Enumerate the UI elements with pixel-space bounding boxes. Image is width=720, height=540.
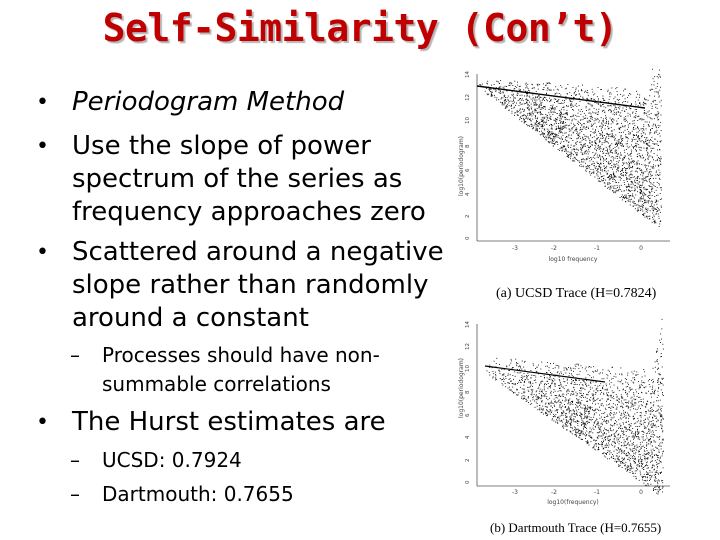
figure-ucsd-caption: (a) UCSD Trace (H=0.7824) — [496, 286, 657, 301]
regression-line — [484, 365, 606, 383]
figure-dartmouth-periodogram: log10(periodogram) log10(frequency) -3 -… — [458, 318, 670, 506]
bullet-marker: • — [36, 410, 49, 435]
y-tick-labels: 14 12 10 8 6 4 2 0 — [465, 321, 471, 484]
sub-marker: – — [70, 448, 80, 472]
x-tick-label: -1 — [594, 245, 600, 252]
bullet-text: Periodogram Method — [72, 87, 345, 117]
sub-text: UCSD: 0.7924 — [102, 448, 242, 472]
slide-title: Self-Similarity (Con’t) — [102, 6, 618, 50]
y-axis-label: log10(periodogram) — [458, 136, 465, 196]
y-tick-label: 2 — [465, 215, 471, 219]
figure-dartmouth-caption: (b) Dartmouth Trace (H=0.7655) — [490, 520, 662, 535]
y-tick-label: 4 — [465, 435, 471, 439]
y-tick-label: 0 — [465, 480, 471, 484]
y-tick-label: 10 — [465, 365, 471, 372]
x-tick-labels: -3 -2 -1 0 — [512, 489, 643, 496]
y-tick-labels: 14 12 10 8 6 4 2 0 — [465, 71, 471, 240]
sub-text: Processes should have non-summable corre… — [102, 343, 380, 396]
x-tick-label: -2 — [551, 245, 557, 252]
bullet-marker: • — [36, 134, 49, 159]
x-tick-label: 0 — [639, 489, 643, 496]
y-tick-label: 12 — [465, 94, 471, 101]
x-axis-label: log10(frequency) — [547, 499, 599, 506]
regression-line — [476, 85, 646, 109]
bullet-marker: • — [36, 240, 49, 265]
sub-marker: – — [70, 482, 80, 506]
x-axis-label: log10 frequency — [549, 256, 598, 263]
y-tick-label: 0 — [465, 236, 471, 240]
scatter-points — [486, 318, 664, 495]
x-tick-labels: -3 -2 -1 0 — [512, 245, 643, 252]
sub-text: Dartmouth: 0.7655 — [102, 482, 294, 506]
y-tick-label: 10 — [465, 117, 471, 124]
bullet-text: Scattered around a negative slope rather… — [72, 237, 444, 333]
sub-marker: – — [70, 343, 80, 367]
x-tick-label: -3 — [512, 489, 518, 496]
bullet-text: Use the slope of power spectrum of the s… — [72, 131, 426, 227]
y-tick-label: 4 — [465, 192, 471, 196]
bullet-text: The Hurst estimates are — [72, 407, 386, 437]
y-tick-label: 14 — [465, 321, 471, 328]
scatter-points — [479, 66, 662, 227]
x-tick-label: -3 — [512, 245, 518, 252]
x-tick-label: 0 — [639, 245, 643, 252]
y-tick-label: 6 — [465, 168, 471, 172]
bullet-marker: • — [36, 90, 49, 115]
y-tick-label: 12 — [465, 343, 471, 350]
y-tick-label: 2 — [465, 459, 471, 463]
y-tick-label: 6 — [465, 413, 471, 417]
y-tick-label: 8 — [465, 144, 471, 148]
x-tick-label: -1 — [594, 489, 600, 496]
y-axis-label: log10(periodogram) — [458, 358, 465, 418]
figure-ucsd-periodogram: log10(periodogram) log10 frequency -3 -2… — [458, 66, 670, 263]
y-tick-label: 14 — [465, 71, 471, 78]
y-tick-label: 8 — [465, 390, 471, 394]
x-tick-label: -2 — [551, 489, 557, 496]
